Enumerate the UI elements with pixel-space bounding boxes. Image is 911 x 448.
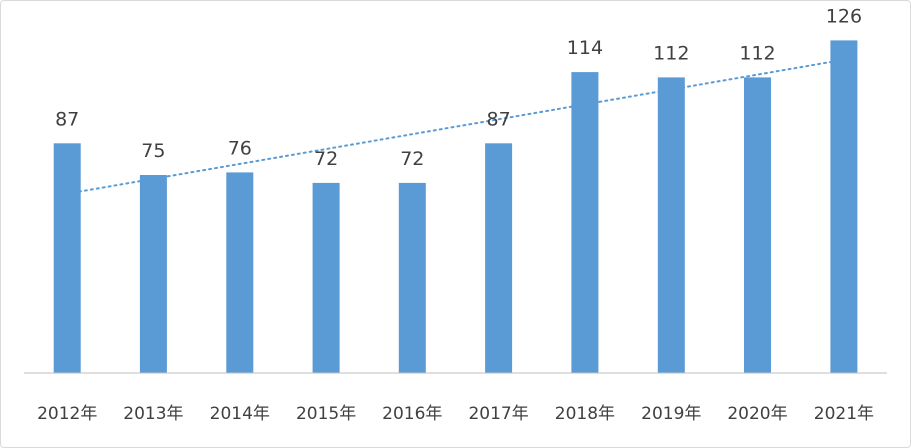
category-label-3: 2015年 <box>296 404 356 424</box>
data-label-2: 76 <box>228 137 252 159</box>
data-label-1: 75 <box>141 140 165 162</box>
bar-group <box>53 40 858 374</box>
data-label-6: 114 <box>567 37 603 59</box>
category-label-7: 2019年 <box>641 404 701 424</box>
bar-1 <box>139 175 167 373</box>
category-label-4: 2016年 <box>382 404 442 424</box>
bar-3 <box>312 182 340 373</box>
category-label-8: 2020年 <box>727 404 787 424</box>
data-label-0: 87 <box>55 108 79 130</box>
bar-5 <box>485 143 513 373</box>
category-label-6: 2018年 <box>555 404 615 424</box>
data-label-7: 112 <box>653 42 689 64</box>
data-label-4: 72 <box>400 148 424 170</box>
data-label-8: 112 <box>739 42 775 64</box>
bar-6 <box>571 72 599 373</box>
bar-7 <box>657 77 685 374</box>
data-label-3: 72 <box>314 148 338 170</box>
data-label-group: 87 75 76 72 72 87 114 112 112 126 <box>55 5 862 170</box>
trendline <box>66 58 845 195</box>
data-label-9: 126 <box>826 5 862 27</box>
bar-2 <box>226 172 254 373</box>
data-label-5: 87 <box>487 108 511 130</box>
category-label-2: 2014年 <box>210 404 270 424</box>
bar-4 <box>398 182 426 373</box>
category-label-1: 2013年 <box>123 404 183 424</box>
category-label-0: 2012年 <box>37 404 97 424</box>
category-label-9: 2021年 <box>814 404 874 424</box>
category-label-5: 2017年 <box>468 404 528 424</box>
bar-9 <box>830 40 858 374</box>
bar-0 <box>53 143 81 373</box>
category-label-group: 2012年 2013年 2014年 2015年 2016年 2017年 2018年 2019年… <box>37 404 874 424</box>
bar-8 <box>744 77 771 374</box>
